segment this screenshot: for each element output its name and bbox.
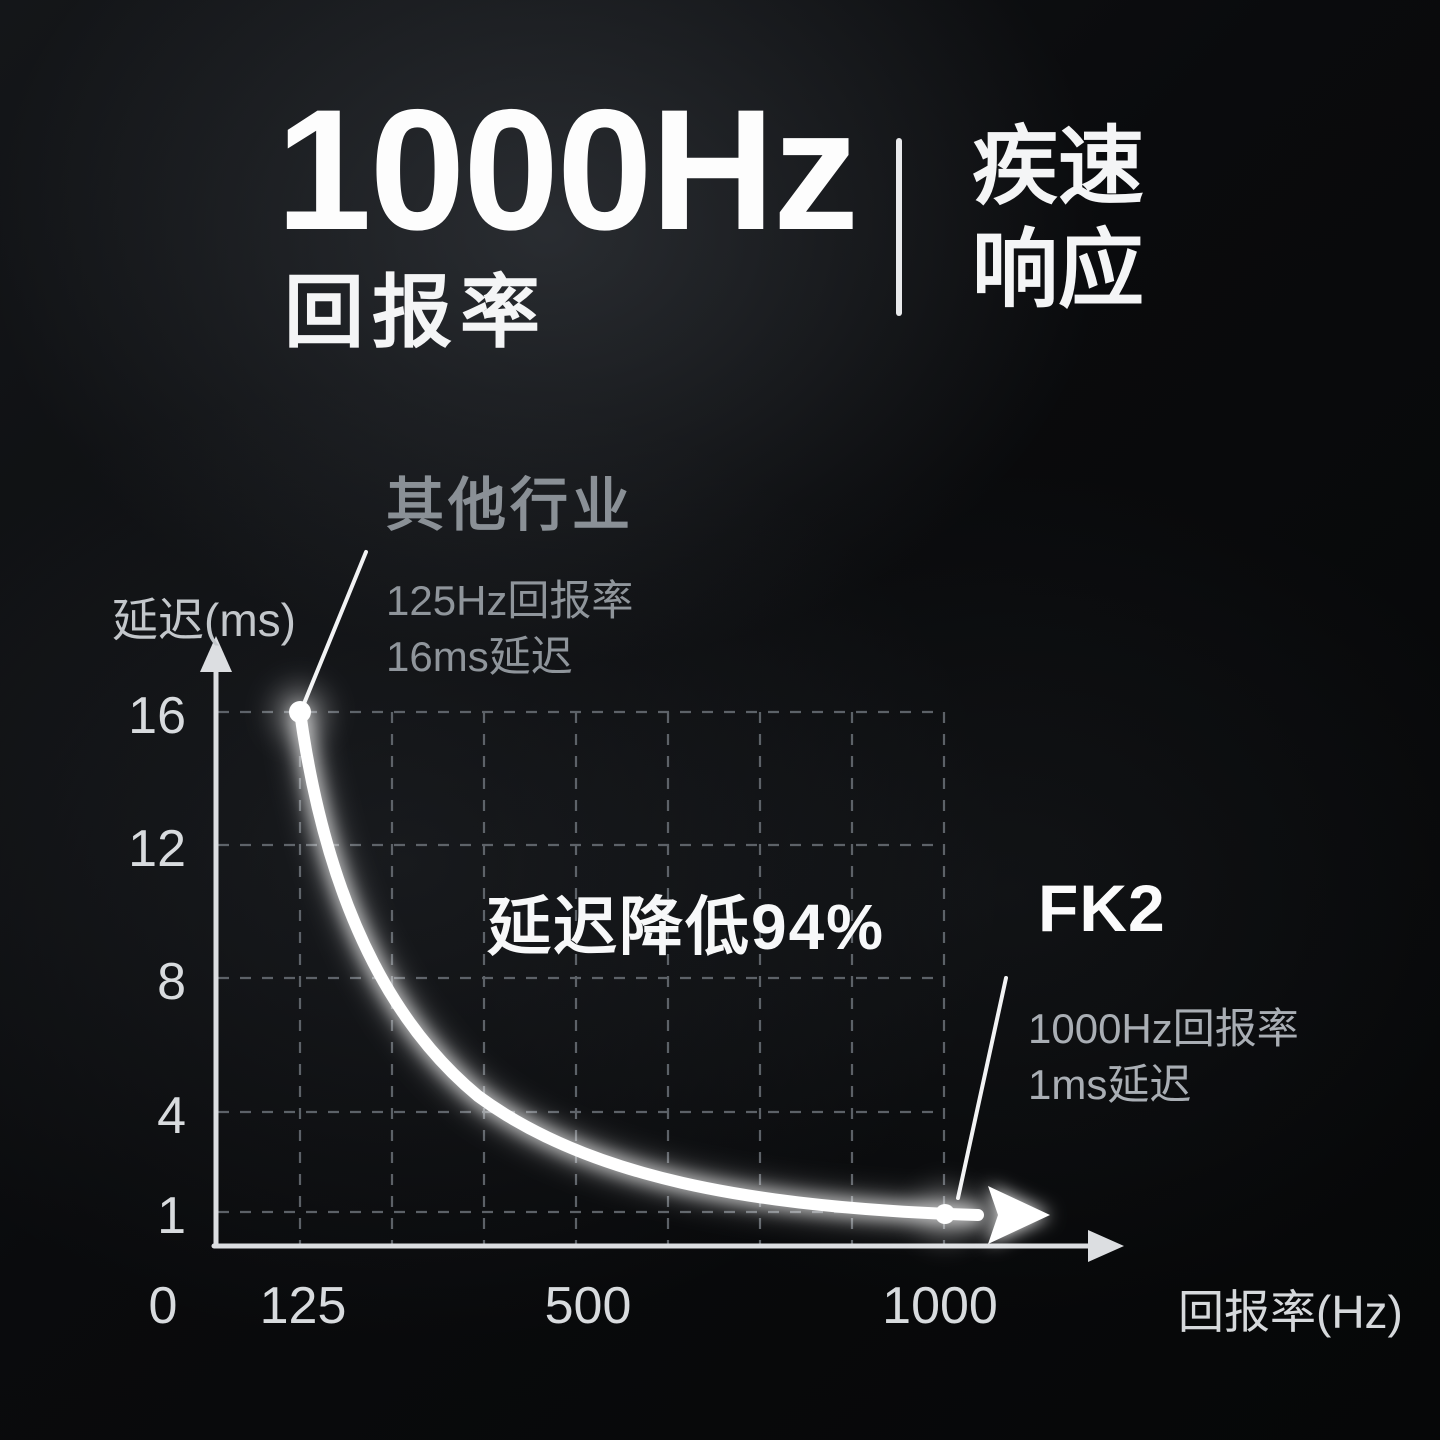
callout-fk2-line2: 1ms延迟: [1028, 1061, 1192, 1108]
x-axis-arrow: [1088, 1230, 1124, 1262]
tagline-line1: 疾速: [972, 119, 1144, 215]
data-point-fk2: [917, 1186, 973, 1242]
callout-fk2-lines: [956, 975, 1309, 1200]
page-title: 1000Hz: [276, 74, 859, 266]
x-tick-500: 500: [544, 1277, 632, 1335]
callout-other-lines: [301, 549, 739, 708]
x-tick-1000: 1000: [882, 1277, 998, 1335]
y-tick-1: 1: [157, 1187, 186, 1245]
callout-fk2-line1: 1000Hz回报率: [1028, 1005, 1299, 1052]
data-point-other: [270, 682, 330, 742]
title-divider: [896, 138, 902, 316]
callout-other-line1: 125Hz回报率: [386, 577, 634, 624]
page-subtitle: 回报率: [284, 268, 548, 357]
tagline-line2: 响应: [972, 222, 1144, 319]
y-tick-4: 4: [157, 1087, 186, 1145]
callout-other-title: 其他行业: [386, 473, 635, 538]
curve-arrowhead: [988, 1186, 1050, 1244]
callout-fk2-title: FK2: [1038, 871, 1166, 945]
x-axis-label: 回报率(Hz): [1178, 1286, 1403, 1338]
y-tick-12: 12: [128, 820, 186, 878]
x-tick-0: 0: [148, 1277, 178, 1335]
tagline: 疾速 响应: [972, 116, 1144, 322]
y-tick-16: 16: [128, 687, 186, 745]
x-tick-125: 125: [259, 1277, 347, 1335]
latency-curve: [285, 697, 993, 1230]
y-tick-8: 8: [157, 953, 186, 1011]
callout-other-line2: 16ms延迟: [386, 633, 573, 680]
y-axis-arrow: [200, 636, 232, 672]
annotation-latency-reduction: 延迟降低94%: [487, 891, 886, 963]
y-axis-label: 延迟(ms): [112, 594, 296, 646]
axes: [211, 659, 1101, 1249]
